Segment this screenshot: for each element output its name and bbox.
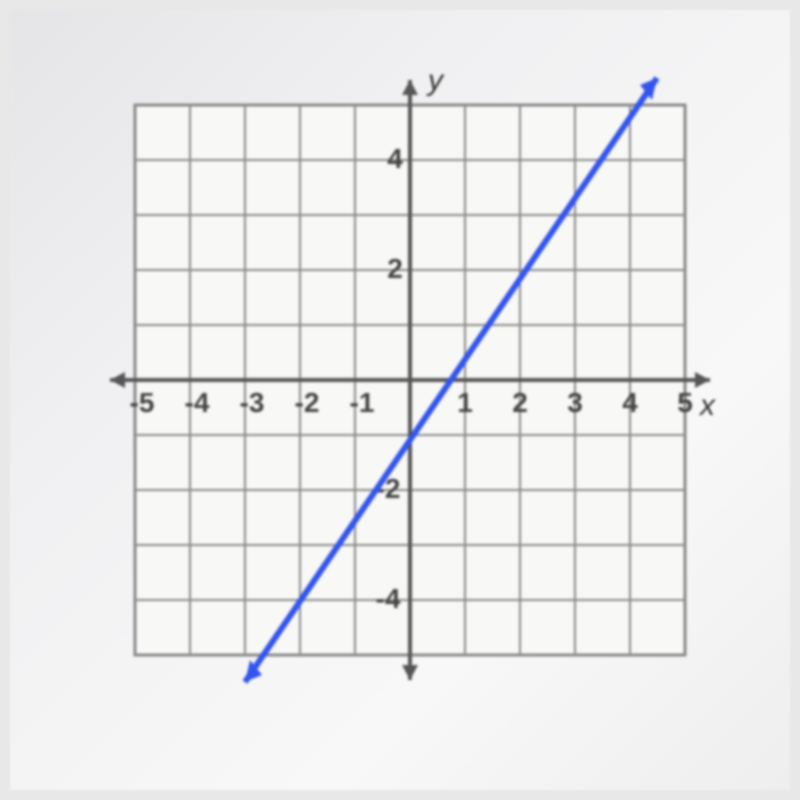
y-axis-arrow-up [402,80,418,95]
x-axis-label: x [698,389,716,422]
coordinate-graph: -5 -4 -3 -2 -1 1 2 3 4 5 2 4 -2 -4 y x [100,70,720,690]
y-tick-2: 2 [387,253,403,284]
y-axis-label: y [426,70,445,97]
y-axis-arrow-down [402,665,418,680]
x-tick-3: 3 [567,387,583,418]
x-tick-1: 1 [457,387,473,418]
x-tick-2: 2 [512,387,528,418]
x-tick-neg3: -3 [240,387,265,418]
y-tick-4: 4 [387,143,403,174]
x-tick-neg4: -4 [185,387,210,418]
x-tick-5: 5 [677,387,693,418]
x-axis-arrow-right [695,372,710,388]
photo-frame: -5 -4 -3 -2 -1 1 2 3 4 5 2 4 -2 -4 y x [10,10,790,790]
x-axis-arrow-left [110,372,125,388]
graph-svg: -5 -4 -3 -2 -1 1 2 3 4 5 2 4 -2 -4 y x [100,70,720,690]
x-tick-4: 4 [622,387,638,418]
x-tick-neg1: -1 [350,387,375,418]
x-tick-neg5: -5 [130,387,155,418]
y-tick-neg4: -4 [376,583,401,614]
x-tick-neg2: -2 [295,387,320,418]
